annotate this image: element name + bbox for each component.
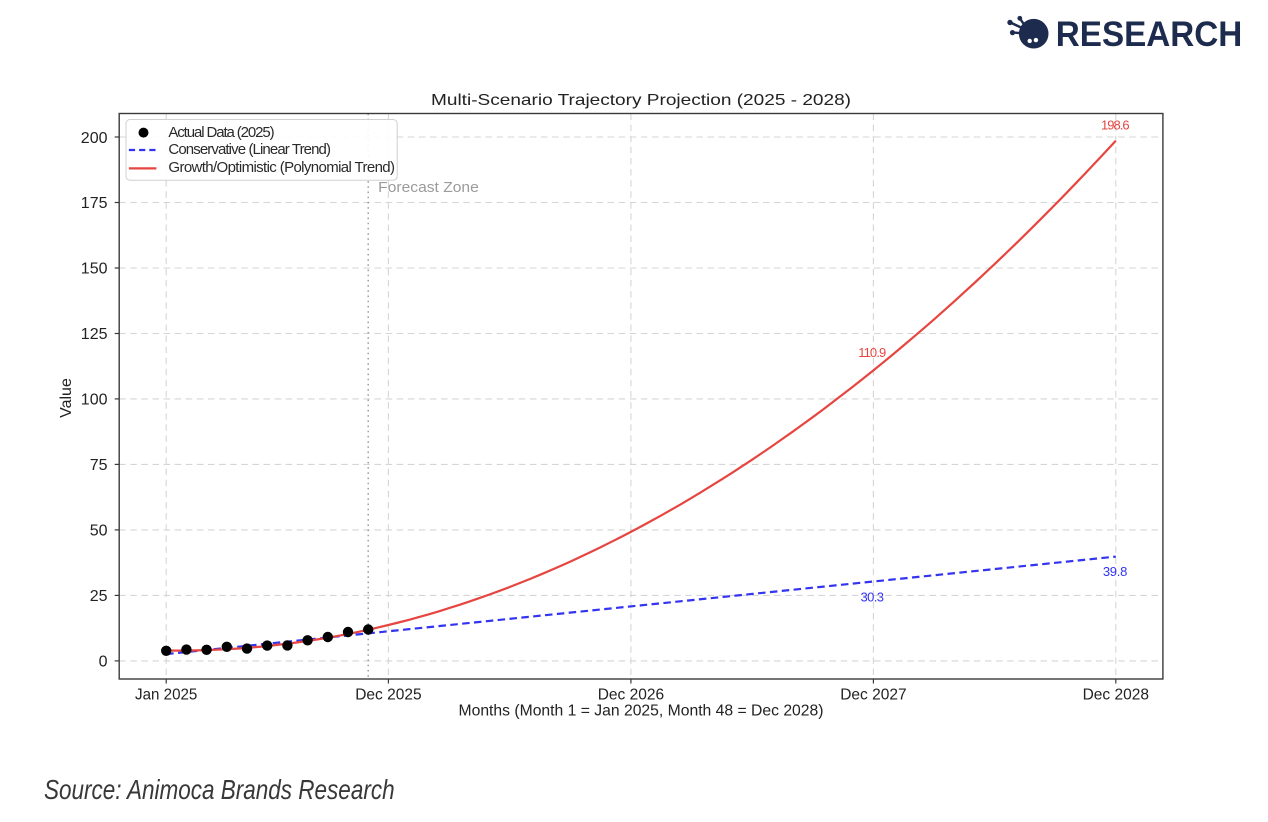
svg-text:75: 75 <box>90 457 108 474</box>
svg-text:Source: Animoca Brands Researc: Source: Animoca Brands Research <box>44 774 395 805</box>
svg-text:Dec 2025: Dec 2025 <box>355 686 421 703</box>
svg-text:198.6: 198.6 <box>1101 118 1130 133</box>
svg-text:Actual Data (2025): Actual Data (2025) <box>168 124 274 141</box>
svg-text:175: 175 <box>81 195 108 212</box>
svg-text:Value: Value <box>58 378 75 418</box>
svg-text:Dec 2027: Dec 2027 <box>840 686 906 703</box>
svg-text:Conservative (Linear Trend): Conservative (Linear Trend) <box>168 141 331 158</box>
svg-text:RESEARCH: RESEARCH <box>1056 14 1243 54</box>
svg-text:Dec 2026: Dec 2026 <box>598 686 664 703</box>
svg-text:0: 0 <box>99 654 108 671</box>
svg-text:110.9: 110.9 <box>858 345 886 360</box>
svg-text:Dec 2028: Dec 2028 <box>1083 686 1149 703</box>
svg-text:Months (Month 1 = Jan 2025, Mo: Months (Month 1 = Jan 2025, Month 48 = D… <box>459 703 824 720</box>
svg-text:125: 125 <box>81 326 108 343</box>
svg-text:30.3: 30.3 <box>860 589 884 604</box>
svg-text:Growth/Optimistic (Polynomial: Growth/Optimistic (Polynomial Trend) <box>168 159 395 176</box>
svg-text:150: 150 <box>81 261 108 278</box>
svg-text:Multi-Scenario Trajectory Proj: Multi-Scenario Trajectory Projection (20… <box>431 92 851 109</box>
svg-text:200: 200 <box>81 130 108 147</box>
svg-text:25: 25 <box>90 588 108 605</box>
svg-text:39.8: 39.8 <box>1103 564 1128 579</box>
svg-text:Jan 2025: Jan 2025 <box>135 686 197 703</box>
svg-text:Forecast Zone: Forecast Zone <box>378 180 479 196</box>
svg-text:50: 50 <box>90 523 108 540</box>
svg-text:100: 100 <box>81 392 108 409</box>
